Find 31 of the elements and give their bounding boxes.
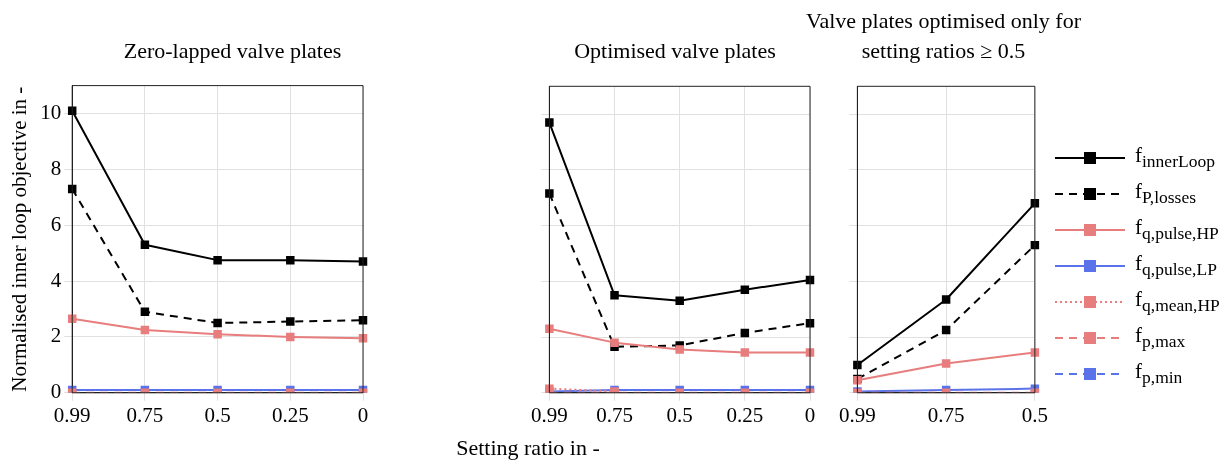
x-tick-label: 0.99 [839,402,876,427]
chart-title: Valve plates optimised only for setting ratios ≥ 0.5 [806,7,1081,65]
x-tick-label: 0.5 [204,402,231,427]
y-tick-label: 4 [50,267,62,292]
x-tick-label: 0.5 [666,402,693,427]
y-tick-label: 2 [50,323,62,348]
y-tick-label: 0 [50,379,62,404]
legend-label: f$_{innerLoop}$ [1135,143,1215,173]
x-tick-label: 0.25 [271,402,309,427]
legend-label: f$_{q,pulse,LP}$ [1135,251,1217,281]
x-tick-label: 0.25 [726,402,764,427]
y-tick-label: 6 [50,211,62,236]
x-tick-label: 0.75 [596,402,633,427]
chart-title: Optimised valve plates [574,37,776,65]
y-tick-label: 10 [40,100,62,125]
legend-label: f$_{q,mean,HP}$ [1135,287,1220,317]
x-tick-label: 0.99 [531,402,568,427]
x-tick-label: 0 [804,402,816,427]
x-tick-label: 0.99 [53,402,91,427]
x-tick-label: 0.75 [927,402,965,427]
chart-title: Zero-lapped valve plates [123,37,342,65]
legend-label: f$_{P,losses}$ [1135,179,1196,209]
legend-label: f$_{p,max}$ [1135,323,1186,353]
x-tick-label: 0 [357,402,369,427]
x-axis-title: Setting ratio in - [455,435,601,461]
legend-label: f$_{q,pulse,HP}$ [1135,215,1219,245]
y-axis-title: Normalised inner loop objective in - [7,86,32,392]
x-tick-label: 0.5 [1021,402,1048,427]
y-tick-label: 8 [50,155,62,180]
x-tick-label: 0.75 [126,402,164,427]
legend-label: f$_{p,min}$ [1135,359,1183,389]
